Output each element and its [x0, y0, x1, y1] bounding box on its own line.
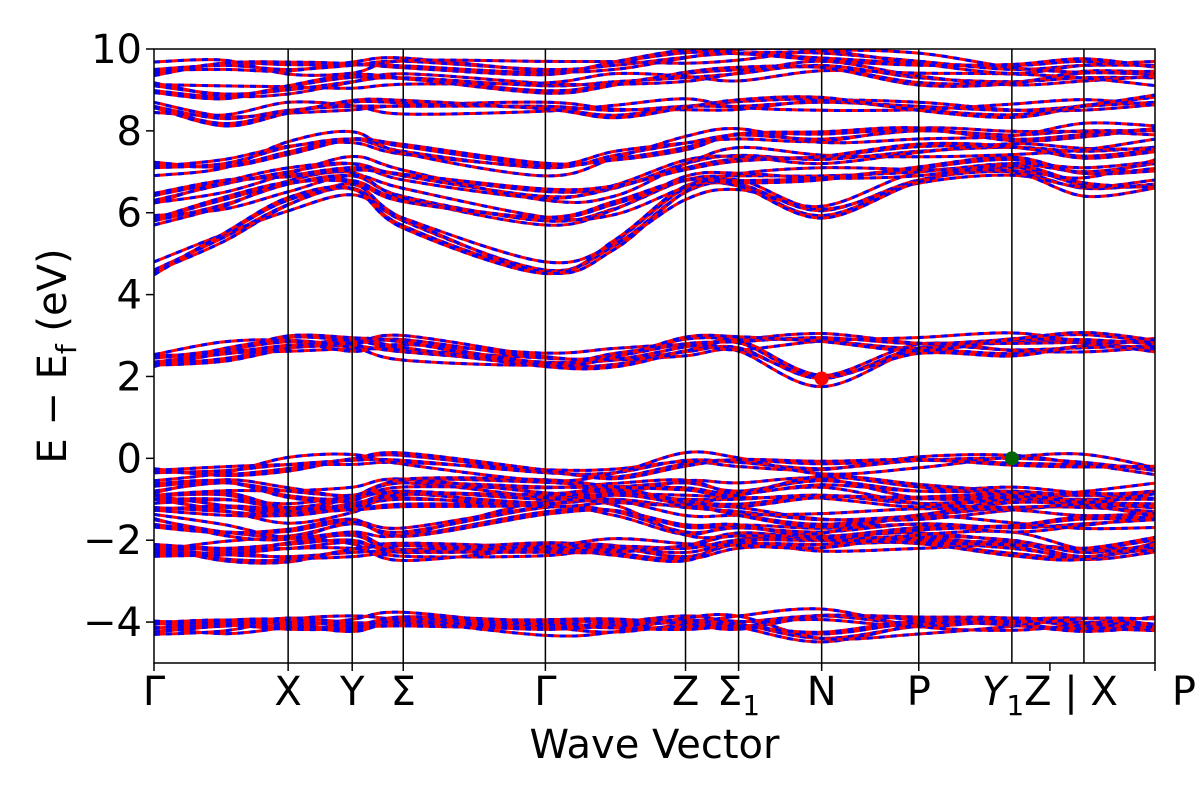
band-line-down — [154, 126, 1155, 168]
high-symmetry-lines — [287, 49, 1085, 663]
band-line-down — [154, 59, 1155, 99]
y-tick-label: 0 — [117, 436, 142, 482]
band-line-down — [154, 330, 1155, 368]
band-line-down — [154, 616, 1155, 636]
x-tick-label: Y — [339, 669, 365, 715]
band-line-down — [154, 613, 1155, 641]
band-line-down — [154, 491, 1155, 509]
y-tick-label: −2 — [83, 518, 142, 564]
x-tick-label: Z — [672, 669, 699, 715]
band-line-up — [154, 160, 1155, 227]
band-line-down — [154, 331, 1155, 362]
band-line-down — [154, 98, 1155, 119]
band-line-down — [154, 64, 1155, 101]
band-line-down — [154, 63, 1155, 96]
band-line-down — [154, 451, 1155, 481]
band-line-down — [154, 476, 1155, 501]
x-tick-label: Γ — [534, 669, 557, 715]
y-tick-label: 8 — [117, 109, 142, 155]
band-line-down — [154, 126, 1155, 169]
y-tick-label: 4 — [117, 273, 142, 319]
band-line-down — [154, 450, 1155, 483]
band-line-down — [154, 481, 1155, 516]
extremum-markers — [814, 371, 1019, 466]
band-line-down — [154, 331, 1155, 357]
band-line-down — [154, 158, 1155, 221]
band-line-down — [154, 49, 1155, 78]
y-axis-title: E − Ef (eV) — [30, 248, 83, 463]
x-tick-label: P — [907, 669, 931, 715]
band-line-down — [154, 137, 1155, 205]
band-line-down — [154, 616, 1155, 644]
band-line-down — [154, 50, 1155, 75]
band-line-down — [154, 487, 1155, 511]
x-tick-label: N — [807, 669, 837, 715]
band-line-down — [154, 453, 1155, 477]
band-line-down — [154, 49, 1155, 75]
x-tick-label: P — [1172, 669, 1196, 715]
band-line-down — [154, 508, 1155, 540]
band-line-down — [154, 121, 1155, 178]
band-line-down — [154, 479, 1155, 497]
x-tick-label: Y1Z | X — [982, 669, 1118, 722]
band-line-down — [154, 142, 1155, 205]
y-tick-label: −4 — [83, 600, 142, 646]
band-line-down — [154, 615, 1155, 634]
x-tick-label: Σ1 — [717, 669, 760, 722]
band-line-down — [154, 93, 1155, 128]
band-line-down — [154, 531, 1155, 559]
band-line-down — [154, 68, 1155, 90]
band-line-down — [154, 534, 1155, 555]
band-line-down — [154, 97, 1155, 117]
band-line-down — [154, 49, 1155, 77]
plot-frame — [153, 48, 1156, 664]
band-line-down — [154, 489, 1155, 510]
band-line-down — [154, 341, 1155, 378]
band-line-down — [154, 453, 1155, 479]
band-line-down — [154, 536, 1155, 561]
y-tick-label: 6 — [117, 191, 142, 237]
band-line-down — [154, 497, 1155, 540]
y-tick-label: 10 — [91, 27, 142, 73]
x-tick-label: Γ — [143, 669, 166, 715]
x-axis-ticks: Γ X Y Σ Γ Z Σ1 N P Y1Z | X P — [143, 663, 1196, 722]
band-line-down — [154, 336, 1155, 377]
y-axis-ticks: −4 −2 0 2 4 6 8 10 — [83, 27, 154, 646]
band-line-down — [154, 165, 1155, 275]
x-axis-title: Wave Vector — [530, 722, 781, 768]
cbm-marker — [814, 371, 829, 386]
y-tick-label: 2 — [117, 354, 142, 400]
band-line-up — [154, 155, 1155, 221]
band-line-down — [154, 141, 1155, 195]
x-tick-label: Σ — [391, 669, 416, 715]
x-tick-label: X — [274, 669, 301, 715]
band-line-down — [154, 535, 1155, 565]
vbm-marker — [1004, 451, 1019, 466]
band-lines — [154, 49, 1155, 644]
band-line-down — [154, 491, 1155, 525]
band-line-down — [154, 531, 1155, 557]
band-line-down — [154, 474, 1155, 505]
